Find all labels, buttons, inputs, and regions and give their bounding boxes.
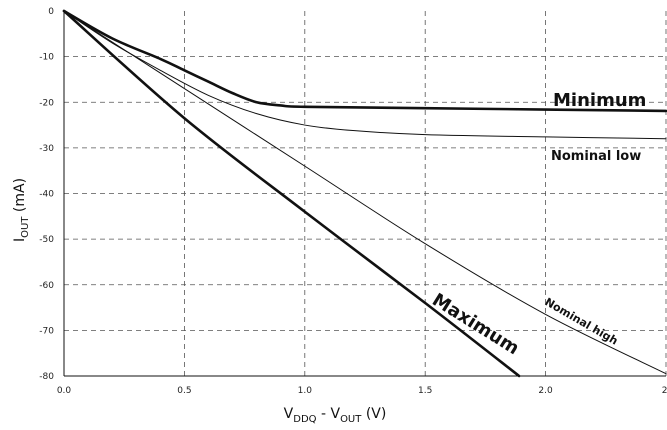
series-line-nominal-low [63, 10, 667, 140]
tick-labels: 0 -10 -20 -30 -40 -50 -60 -70 -800.0 0.5 1.0 1.5 2.0… [39, 7, 667, 396]
series-line-minimum [62, 9, 667, 113]
x-tick-label: 1.0 [298, 386, 313, 396]
grid [63, 11, 667, 377]
x-tick-label: 2.0 [538, 386, 553, 396]
y-tick-label: 0 [48, 7, 54, 17]
y-axis-title-main: I [12, 238, 28, 242]
x-axis-title-unit: (V) [361, 406, 386, 422]
annotation-minimum: Minimum [553, 90, 646, 111]
annotation-maximum: Maximum [428, 289, 522, 359]
svg-text:VDDQ - VOUT (V): VDDQ - VOUT (V) [284, 406, 387, 425]
x-axis-title-sub2: OUT [340, 414, 362, 425]
series-line-maximum [62, 9, 521, 378]
x-tick-label: 2. [662, 386, 667, 396]
y-tick-label: -60 [39, 281, 54, 291]
series-line-nominal-high [63, 10, 667, 375]
x-axis-title-mid: - V [317, 406, 341, 422]
y-tick-label: -80 [39, 372, 54, 382]
y-axis-title-unit: (mA) [12, 178, 28, 217]
x-tick-label: 1.5 [418, 386, 432, 396]
x-axis-title-sub1: DDQ [293, 414, 316, 425]
series-lines [62, 9, 667, 378]
annotation-nominal-high: Nominal high [543, 295, 621, 347]
y-tick-label: -40 [39, 190, 54, 200]
annotation-nominal-low: Nominal low [551, 149, 641, 164]
svg-text:IOUT (mA): IOUT (mA) [12, 178, 31, 242]
x-tick-label: 0.5 [177, 386, 191, 396]
x-axis-title-main: V [284, 406, 294, 422]
y-tick-label: -10 [39, 53, 54, 63]
x-axis-title: VDDQ - VOUT (V) [284, 406, 387, 425]
y-tick-label: -70 [39, 326, 54, 336]
y-axis-title: IOUT (mA) [12, 178, 31, 242]
y-axis-title-sub: OUT [20, 216, 31, 238]
x-tick-label: 0.0 [57, 386, 72, 396]
y-tick-label: -50 [39, 235, 54, 245]
y-tick-label: -30 [39, 144, 54, 154]
y-tick-label: -20 [39, 98, 54, 108]
